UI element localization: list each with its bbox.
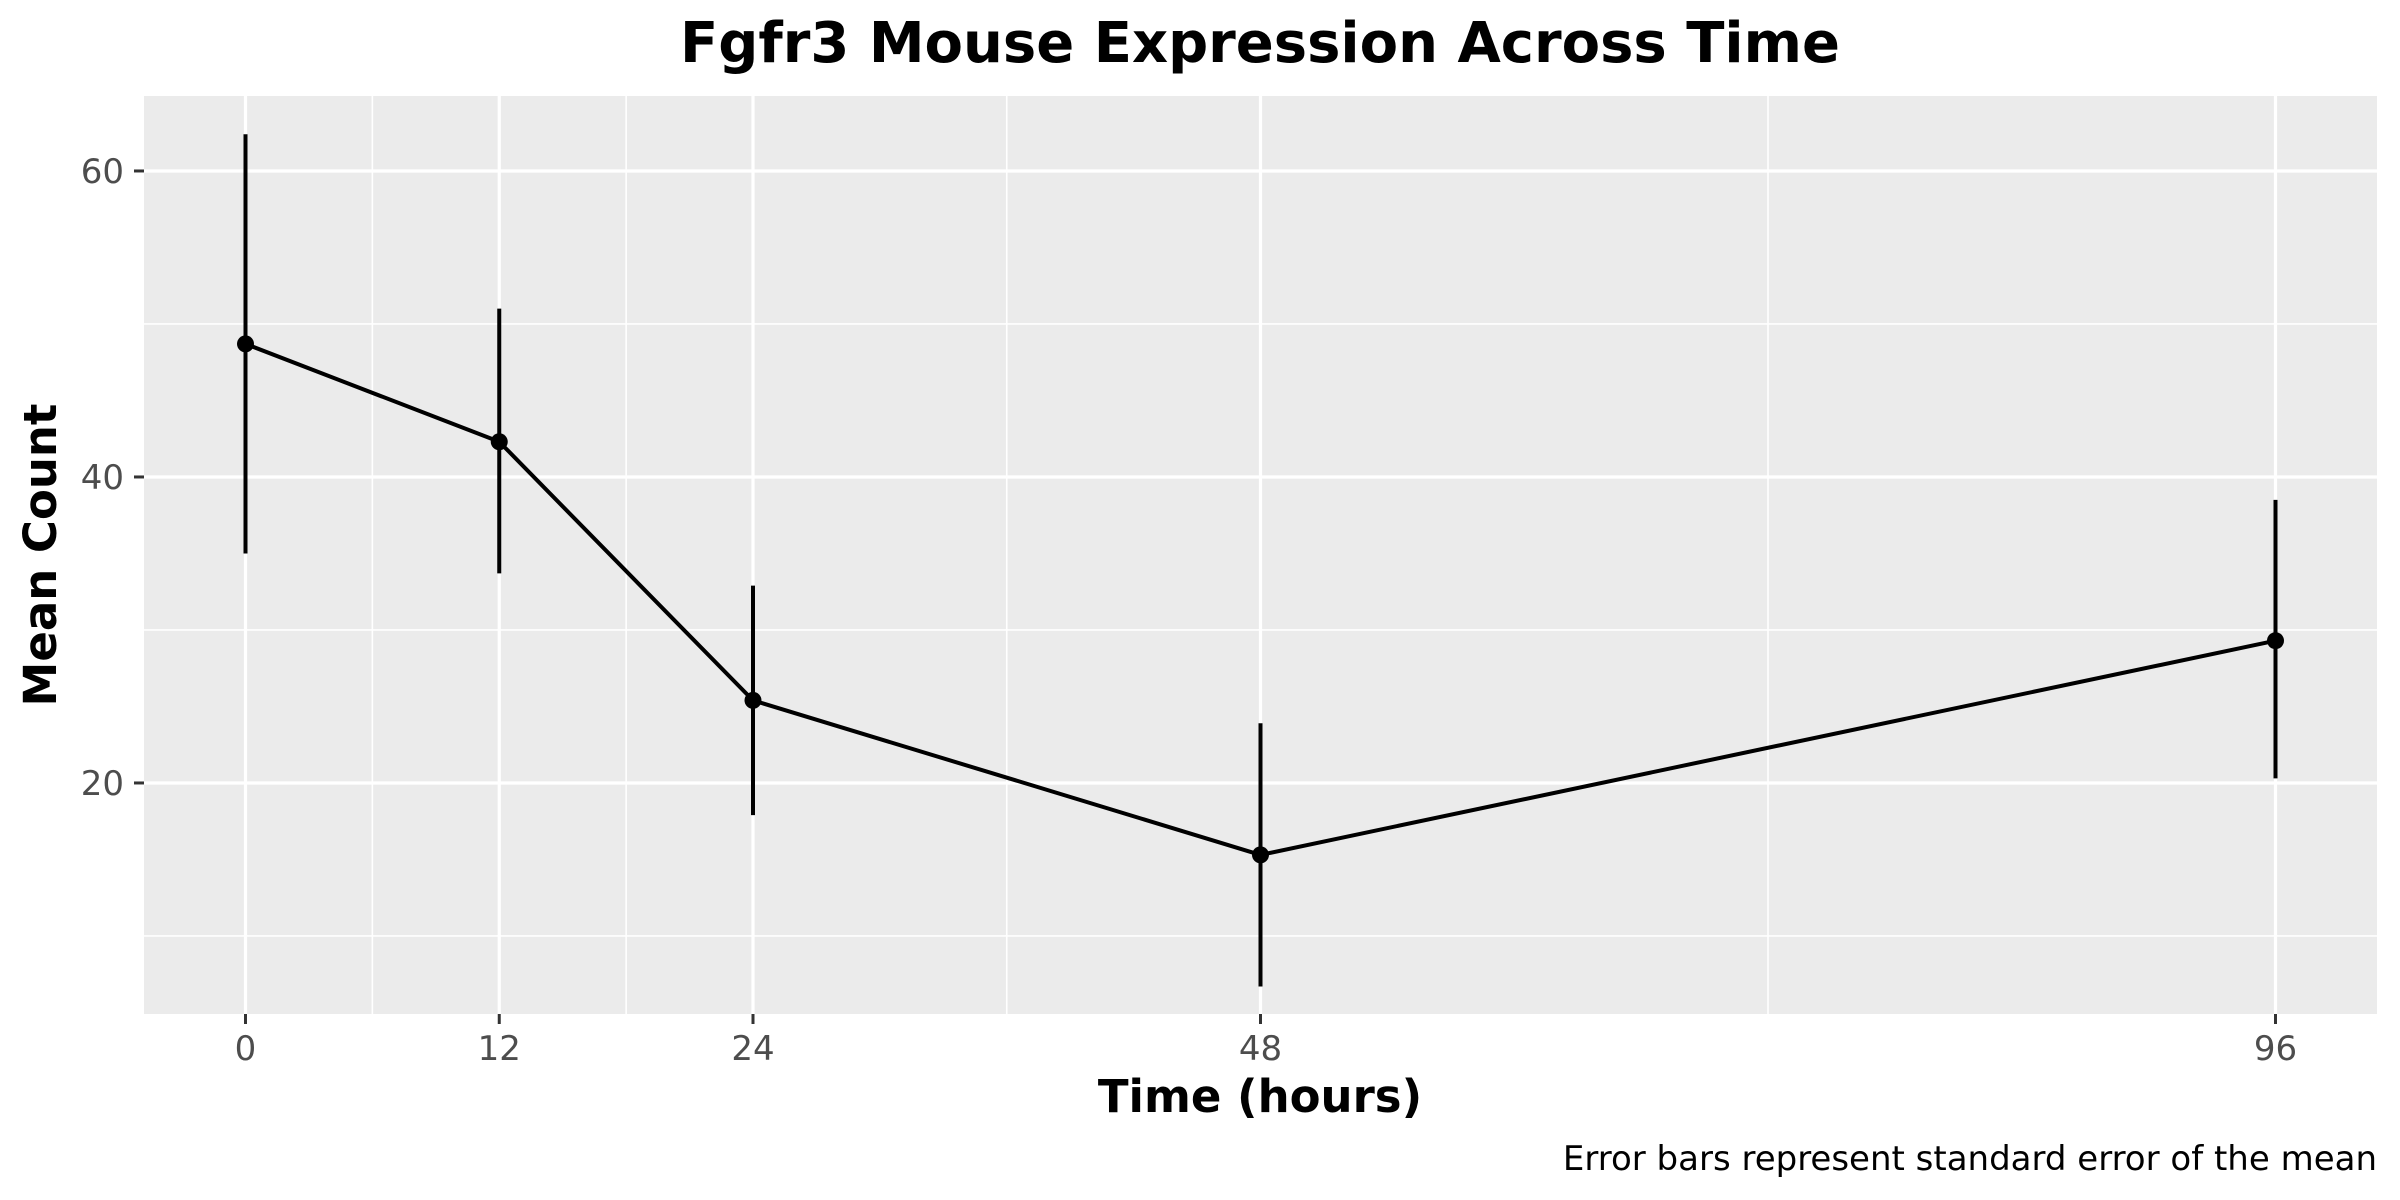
- axis-tick-labels: 0 12 24 48 96 20 40 60: [81, 152, 2297, 1069]
- data-point: [2267, 632, 2284, 650]
- y-axis-title: Mean Count: [14, 404, 67, 707]
- x-tick-label: 24: [731, 1029, 774, 1069]
- x-tick-label: 0: [235, 1029, 257, 1069]
- data-points: [237, 335, 2284, 864]
- axis-ticks: [134, 169, 2277, 1024]
- y-tick-label: 20: [81, 764, 124, 804]
- data-point: [744, 691, 762, 709]
- x-tick-label: 12: [478, 1029, 521, 1069]
- x-tick-label: 48: [1239, 1029, 1282, 1069]
- chart-title: Fgfr3 Mouse Expression Across Time: [680, 11, 1840, 76]
- y-tick-label: 40: [81, 458, 124, 498]
- y-tick-label: 60: [81, 152, 124, 192]
- x-axis-title: Time (hours): [1098, 1070, 1422, 1123]
- data-point: [237, 335, 254, 353]
- data-point: [490, 433, 508, 451]
- data-point: [1252, 846, 1269, 864]
- chart-caption: Error bars represent standard error of t…: [1563, 1139, 2377, 1179]
- x-tick-label: 96: [2254, 1029, 2297, 1069]
